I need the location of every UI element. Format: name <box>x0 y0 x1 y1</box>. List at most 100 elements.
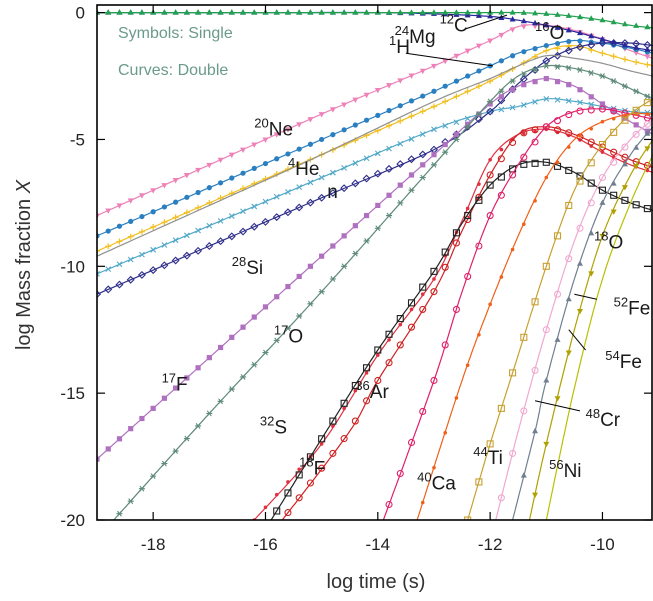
data-point-n <box>419 131 426 138</box>
data-point-28Si <box>137 270 146 279</box>
label-mass-number: 52 <box>614 295 628 310</box>
data-point-20Ne <box>329 107 336 113</box>
data-point-40Ca <box>533 199 537 203</box>
data-point-32S <box>263 505 268 510</box>
label-element: Ca <box>432 474 457 495</box>
data-point-17O <box>127 498 134 505</box>
data-point-16O <box>206 9 213 15</box>
data-point-n <box>139 251 145 258</box>
data-point-40Ca <box>645 112 650 116</box>
data-point-4He <box>341 127 347 133</box>
label-40Ca: 40Ca <box>417 470 456 495</box>
data-point-20Ne <box>475 43 482 49</box>
label-mass-number: 18 <box>299 454 313 469</box>
data-point-16O <box>386 9 393 15</box>
series-n <box>97 95 653 277</box>
data-point-12C <box>633 44 640 50</box>
data-point-18O <box>295 471 303 479</box>
label-element: O <box>550 23 565 44</box>
data-point-44Ti <box>621 116 629 124</box>
data-point-n <box>217 218 224 224</box>
data-point-20Ne <box>127 198 134 204</box>
data-point-36Ar <box>610 107 618 115</box>
data-point-20Ne <box>487 38 494 44</box>
data-point-52Fe <box>543 377 550 383</box>
data-point-4He <box>465 73 471 79</box>
data-point-18F <box>430 288 438 296</box>
data-point-20Ne <box>217 157 224 164</box>
data-point-17O <box>408 187 415 194</box>
data-point-18O <box>329 417 337 425</box>
data-point-48Cr <box>587 199 595 207</box>
data-point-28Si <box>126 275 135 284</box>
data-point-17O <box>183 435 190 442</box>
data-point-28Si <box>149 266 158 275</box>
series-24Mg <box>97 54 653 257</box>
data-point-17O <box>599 73 606 79</box>
data-point-17F <box>319 253 325 259</box>
data-point-17F <box>566 82 572 88</box>
data-point-18F <box>486 171 494 179</box>
data-point-28Si <box>306 198 315 207</box>
data-point-18F <box>295 494 303 502</box>
data-point-16O <box>296 9 303 15</box>
data-point-44Ti <box>520 333 528 341</box>
data-point-17O <box>386 212 393 219</box>
data-point-17O <box>532 67 539 73</box>
data-point-20Ne <box>240 147 247 154</box>
leader-line <box>405 52 494 67</box>
data-point-17O <box>352 250 359 257</box>
data-point-n <box>240 208 246 215</box>
data-point-16O <box>565 12 572 18</box>
data-point-17F <box>554 79 561 85</box>
data-point-32S <box>409 307 414 312</box>
data-point-18O <box>407 299 416 307</box>
data-point-4He <box>352 122 358 128</box>
series-line-48Cr <box>495 118 653 520</box>
label-element: F <box>314 458 326 479</box>
data-point-18O <box>464 212 472 220</box>
data-point-16O <box>273 9 280 15</box>
data-point-18O <box>497 173 505 181</box>
data-point-40Ca <box>454 396 459 400</box>
series-line-56Ni <box>545 154 653 520</box>
label-28Si: 28Si <box>232 254 263 279</box>
label-element: Mg <box>409 27 435 48</box>
data-point-28Si <box>194 246 203 255</box>
data-point-40Ca <box>510 247 515 252</box>
data-point-1H <box>97 248 100 255</box>
data-point-17O <box>498 88 505 95</box>
data-point-18F <box>329 449 337 457</box>
data-point-17F <box>588 94 594 100</box>
data-point-16O <box>532 9 539 16</box>
data-point-17F <box>509 87 516 93</box>
data-point-1H <box>599 50 606 57</box>
data-point-n <box>464 115 471 122</box>
data-point-17O <box>307 300 314 307</box>
data-point-4He <box>453 78 460 84</box>
data-point-36Ar <box>464 272 472 281</box>
label-element: Fe <box>628 299 650 320</box>
label-mass-number: 12 <box>440 12 454 27</box>
label-element: Ar <box>370 382 390 403</box>
data-point-28Si <box>486 107 495 116</box>
data-point-18F <box>318 464 326 472</box>
data-point-52Fe <box>621 160 628 167</box>
data-point-4He <box>554 40 561 47</box>
data-point-18F <box>520 129 528 137</box>
series-17O <box>113 62 653 520</box>
data-point-17O <box>419 174 426 181</box>
data-point-4He <box>386 107 392 114</box>
y-tick-label: 0 <box>76 4 85 23</box>
data-point-28Si <box>227 232 236 241</box>
label-mass-number: 44 <box>473 444 487 459</box>
data-point-36Ar <box>598 105 607 113</box>
series-line-n <box>97 98 653 275</box>
data-point-17O <box>509 78 516 85</box>
data-point-16O <box>352 9 359 15</box>
label-element: Si <box>246 258 263 279</box>
leader-line <box>568 329 586 351</box>
data-point-16O <box>284 9 291 15</box>
data-point-28Si <box>272 213 281 222</box>
data-point-17O <box>487 98 494 105</box>
